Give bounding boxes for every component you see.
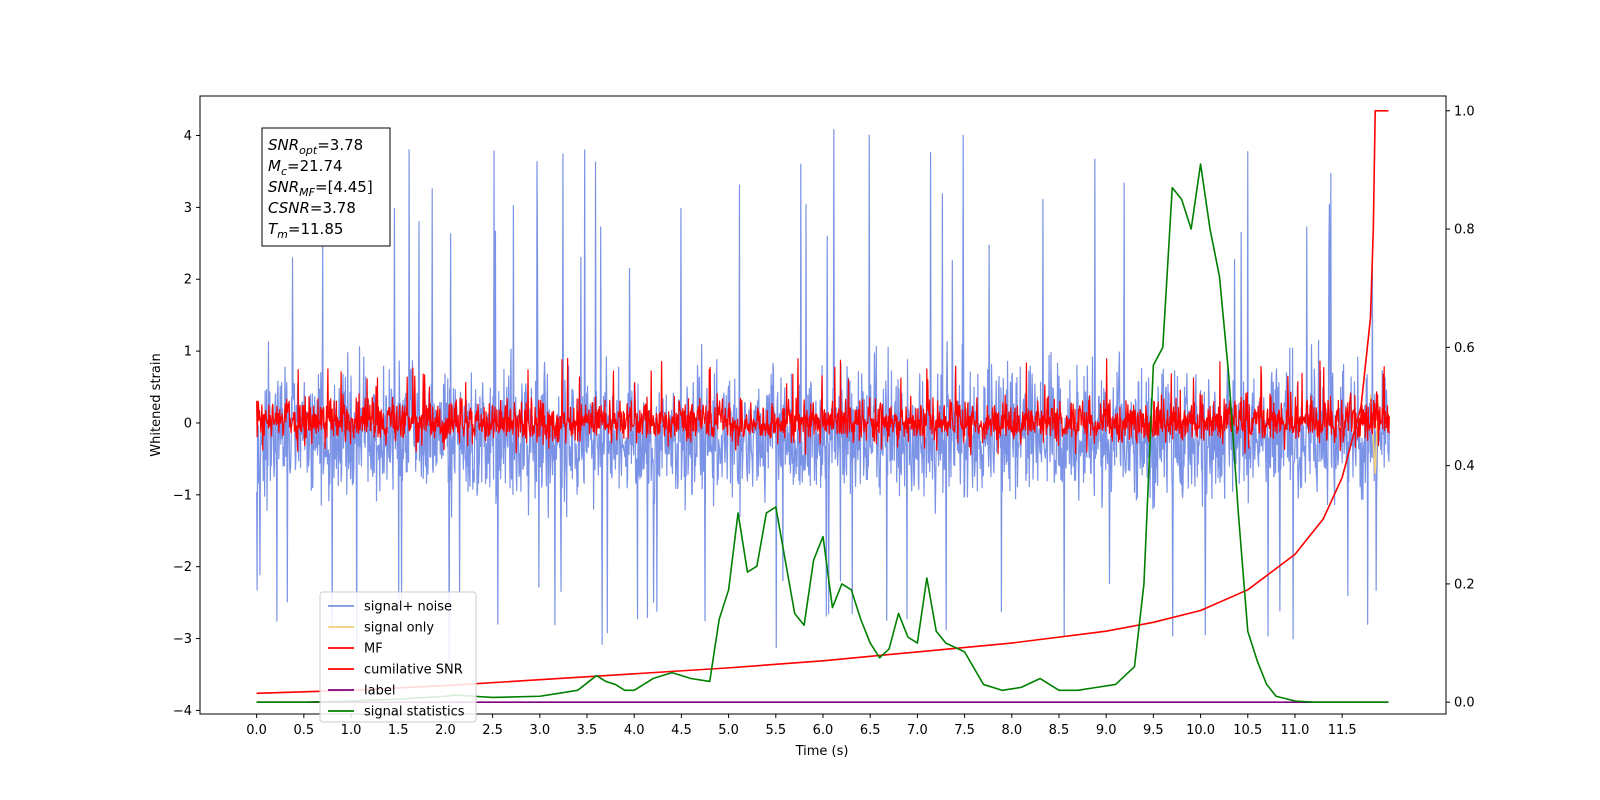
info-box-value: =21.74	[287, 157, 343, 175]
info-box-subscript: c	[281, 165, 287, 178]
x-tick-label: 0.0	[246, 723, 267, 738]
info-box-value: =[4.45]	[315, 178, 373, 196]
y2-tick-label: 1.0	[1454, 104, 1475, 119]
y-tick-label: 2	[184, 273, 192, 288]
info-box-subscript: opt	[299, 144, 318, 157]
x-axis-label: Time (s)	[795, 744, 849, 759]
x-tick-label: 5.0	[718, 723, 739, 738]
x-tick-label: 7.0	[907, 723, 928, 738]
info-box-value: =3.78	[310, 199, 356, 217]
info-box-frame	[261, 127, 391, 247]
x-tick-label: 5.5	[765, 723, 786, 738]
y-tick-label: −3	[173, 632, 192, 647]
x-tick-label: 11.5	[1328, 723, 1357, 738]
x-tick-label: 8.5	[1049, 723, 1070, 738]
x-tick-label: 2.5	[482, 723, 503, 738]
series-line-signal-statistics	[256, 163, 1389, 703]
y-tick-label: −1	[173, 488, 192, 503]
y-tick-label: −4	[173, 704, 192, 719]
legend-label-mf: MF	[364, 642, 383, 657]
y-tick-label: 4	[184, 129, 192, 144]
x-tick-label: 3.0	[529, 723, 550, 738]
x-tick-label: 0.5	[293, 723, 314, 738]
y-axis: −4 −3 −2 −1 0 1 2 3 4	[173, 129, 200, 719]
y2-tick-label: 0.2	[1454, 577, 1475, 592]
x-tick-label: 9.0	[1096, 723, 1117, 738]
info-box-symbol: CSNR	[268, 199, 310, 217]
info-box-symbol: T	[268, 220, 279, 238]
info-box-line: SNRMF=[4.45]	[268, 178, 373, 199]
series-layer	[256, 109, 1390, 703]
x-tick-label: 1.0	[341, 723, 362, 738]
info-box-subscript: m	[277, 228, 288, 241]
x-tick-label: 9.5	[1143, 723, 1164, 738]
x-tick-label: 2.0	[435, 723, 456, 738]
info-box-subscript: MF	[299, 186, 315, 199]
info-box-line: Mc=21.74	[268, 157, 343, 178]
x-tick-label: 4.5	[671, 723, 692, 738]
x-axis: 0.0 0.5 1.0 1.5 2.0 2.5 3.0 3.5 4.0 4.5 5.0 5.5 6.0 6…	[246, 714, 1357, 738]
x-tick-label: 7.5	[954, 723, 975, 738]
x-tick-label: 10.5	[1233, 723, 1262, 738]
info-box-line: SNRopt=3.78	[268, 136, 363, 157]
legend-label-signal-noise: signal+ noise	[364, 600, 452, 615]
legend-label-signal-only: signal only	[364, 621, 434, 636]
info-box-symbol: SNR	[268, 136, 299, 154]
info-box-symbol: M	[268, 157, 281, 175]
y-tick-label: −2	[173, 560, 192, 575]
info-box-value: =11.85	[288, 220, 344, 238]
y-tick-label: 0	[184, 416, 192, 431]
x-tick-label: 10.0	[1186, 723, 1215, 738]
x-tick-label: 4.0	[624, 723, 645, 738]
series-line-mf	[256, 357, 1390, 456]
info-box: SNRopt=3.78Mc=21.74SNRMF=[4.45]CSNR=3.78…	[261, 127, 391, 247]
y2-tick-label: 0.0	[1454, 696, 1475, 711]
x-tick-label: 8.0	[1001, 723, 1022, 738]
x-tick-label: 6.0	[813, 723, 834, 738]
x-tick-label: 3.5	[577, 723, 598, 738]
info-box-line: Tm=11.85	[268, 220, 343, 241]
legend-frame	[319, 591, 477, 723]
y-tick-label: 3	[184, 201, 192, 216]
y2-tick-label: 0.4	[1454, 459, 1475, 474]
y-tick-label: 1	[184, 345, 192, 360]
series-line-cumilative-snr	[256, 109, 1389, 695]
x-tick-label: 1.5	[388, 723, 409, 738]
legend: signal+ noise signal only MF cumilative SNR…	[319, 591, 477, 723]
legend-label-cumilative-snr: cumilative SNR	[364, 663, 463, 678]
info-box-value: =3.78	[317, 136, 363, 154]
legend-label-label: label	[364, 684, 395, 699]
y-axis-label: Whitened strain	[149, 353, 164, 456]
y2-tick-label: 0.8	[1454, 223, 1475, 238]
x-tick-label: 11.0	[1280, 723, 1309, 738]
info-box-symbol: SNR	[268, 178, 299, 196]
legend-label-signal-statistics: signal statistics	[364, 705, 465, 720]
x-tick-label: 6.5	[860, 723, 881, 738]
y2-tick-label: 0.6	[1454, 341, 1475, 356]
y2-axis-right: 0.0 0.2 0.4 0.6 0.8 1.0	[1446, 104, 1475, 711]
info-box-line: CSNR=3.78	[268, 199, 356, 217]
